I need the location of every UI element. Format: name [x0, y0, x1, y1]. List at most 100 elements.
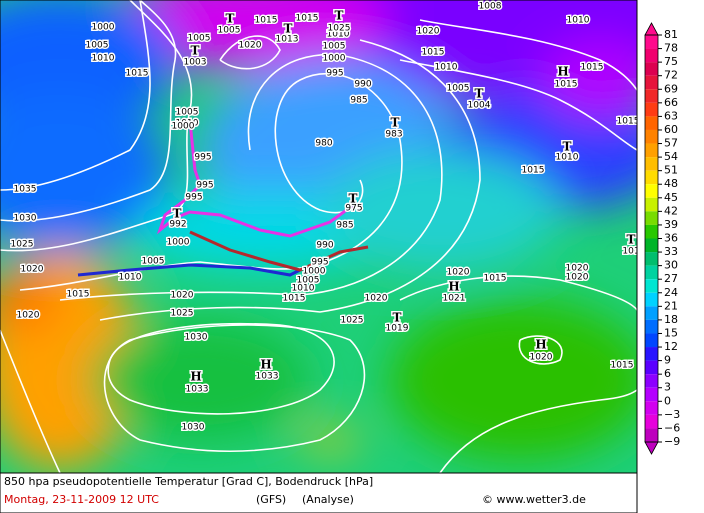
map-label: 990	[316, 241, 333, 251]
colorbar-band	[645, 238, 658, 253]
colorbar-band	[645, 306, 658, 320]
colorbar-band	[645, 428, 658, 442]
colorbar-band	[645, 75, 658, 90]
colorbar-band	[645, 387, 658, 402]
map-label: 1005	[323, 42, 346, 52]
colorbar-band	[645, 170, 658, 185]
colorbar-tick-label: 27	[664, 272, 678, 285]
colorbar-tick-label: −9	[664, 435, 680, 448]
map-label: 1010	[176, 119, 199, 129]
map-label: 1010	[567, 16, 590, 26]
map-label: 1030	[14, 214, 37, 224]
colorbar-band	[645, 197, 658, 212]
colorbar-band	[645, 62, 658, 76]
colorbar-tick-label: 33	[664, 245, 678, 258]
map-label: 1015	[581, 63, 604, 73]
map-label: 990	[354, 80, 371, 90]
map-label: 1020	[17, 311, 40, 321]
date: Montag, 23-11-2009 12 UTC	[4, 493, 159, 506]
map-label: T	[391, 116, 400, 130]
colorbar-band	[645, 265, 658, 280]
map-label: 1035	[14, 185, 37, 195]
colorbar-tick-label: 21	[664, 299, 678, 312]
map-label: 1000	[323, 54, 346, 64]
colorbar-arrow-bottom	[644, 441, 659, 455]
footer-box	[0, 472, 638, 513]
colorbar-band	[645, 184, 658, 198]
colorbar-tick-label: 48	[664, 177, 678, 190]
map-label: 983	[385, 130, 402, 140]
map-label: T	[349, 192, 358, 206]
colorbar-band	[645, 116, 658, 130]
colorbar-tick-label: −3	[664, 408, 680, 421]
colorbar-band	[645, 129, 658, 144]
map-label: 992	[169, 220, 186, 230]
colorbar-tick-label: 12	[664, 340, 678, 353]
colorbar-band	[645, 35, 658, 49]
map-label: 1005	[142, 257, 165, 267]
map-label: 995	[311, 258, 328, 268]
colorbar-band	[645, 252, 658, 266]
colorbar-band	[645, 211, 658, 225]
colorbar-band	[645, 401, 658, 415]
map-label: 1008	[479, 2, 502, 12]
colorbar-tick-label: 24	[664, 286, 678, 299]
colorbar-tick-label: 81	[664, 28, 678, 41]
colorbar-tick-label: 30	[664, 259, 678, 272]
map-label: 1019	[386, 324, 409, 334]
map-label: 1005	[447, 84, 470, 94]
colorbar-tick-label: 57	[664, 137, 678, 150]
source: © www.wetter3.de	[482, 493, 586, 506]
colorbar-tick-label: 39	[664, 218, 678, 231]
map-label: 1010	[119, 273, 142, 283]
map-label: 1004	[468, 101, 491, 111]
map-label: 1010	[435, 63, 458, 73]
model: (GFS)	[256, 493, 286, 506]
map-label: 1030	[182, 423, 205, 433]
colorbar-tick-label: 3	[664, 381, 671, 394]
map-label: 1015	[67, 290, 90, 300]
map-label: 995	[196, 181, 213, 191]
map-label: 1015	[126, 69, 149, 79]
map-label: 1033	[186, 385, 209, 395]
map-label: T	[226, 12, 235, 26]
map-label: 1000	[167, 238, 190, 248]
map-label: 1020	[171, 291, 194, 301]
map-label: 1020	[417, 27, 440, 37]
map-label: 1010	[292, 284, 315, 294]
colorbar-tick-label: 9	[664, 354, 671, 367]
colorbar-band	[645, 333, 658, 348]
colorbar-tick-label: 51	[664, 164, 678, 177]
map-label: 101	[622, 247, 639, 257]
map-label: H	[190, 370, 201, 384]
map-label: 1020	[21, 265, 44, 275]
map-label: T	[393, 311, 402, 325]
colorbar-tick-label: 54	[664, 150, 678, 163]
colorbar-tick-label: 42	[664, 204, 678, 217]
map-label: 1015	[617, 117, 640, 127]
colorbar-tick-label: 78	[664, 42, 678, 55]
map-label: 1015	[484, 274, 507, 284]
colorbar-band	[645, 48, 658, 63]
map-label: T	[475, 87, 484, 101]
map-label: 1025	[11, 240, 34, 250]
colorbar-band	[645, 279, 658, 293]
map-label: 1015	[283, 294, 306, 304]
colorbar-tick-label: 45	[664, 191, 678, 204]
colorbar-band	[645, 414, 658, 429]
colorbar-arrow-top	[644, 22, 659, 36]
map-label: 1015	[422, 48, 445, 58]
map-label: 1020	[530, 353, 553, 363]
colorbar-band	[645, 319, 658, 334]
map-label: 1015	[555, 80, 578, 90]
map-label: T	[563, 140, 572, 154]
map-label: 1010	[92, 54, 115, 64]
map-label: 1005	[86, 41, 109, 51]
colorbar-tick-label: 69	[664, 82, 678, 95]
colorbar: 8178757269666360575451484542393633302724…	[644, 22, 680, 455]
map: 1000100510101015100510101000995995995T99…	[0, 0, 640, 473]
map-label: 1015	[611, 361, 634, 371]
colorbar-tick-label: 66	[664, 96, 678, 109]
colorbar-tick-label: 15	[664, 326, 678, 339]
